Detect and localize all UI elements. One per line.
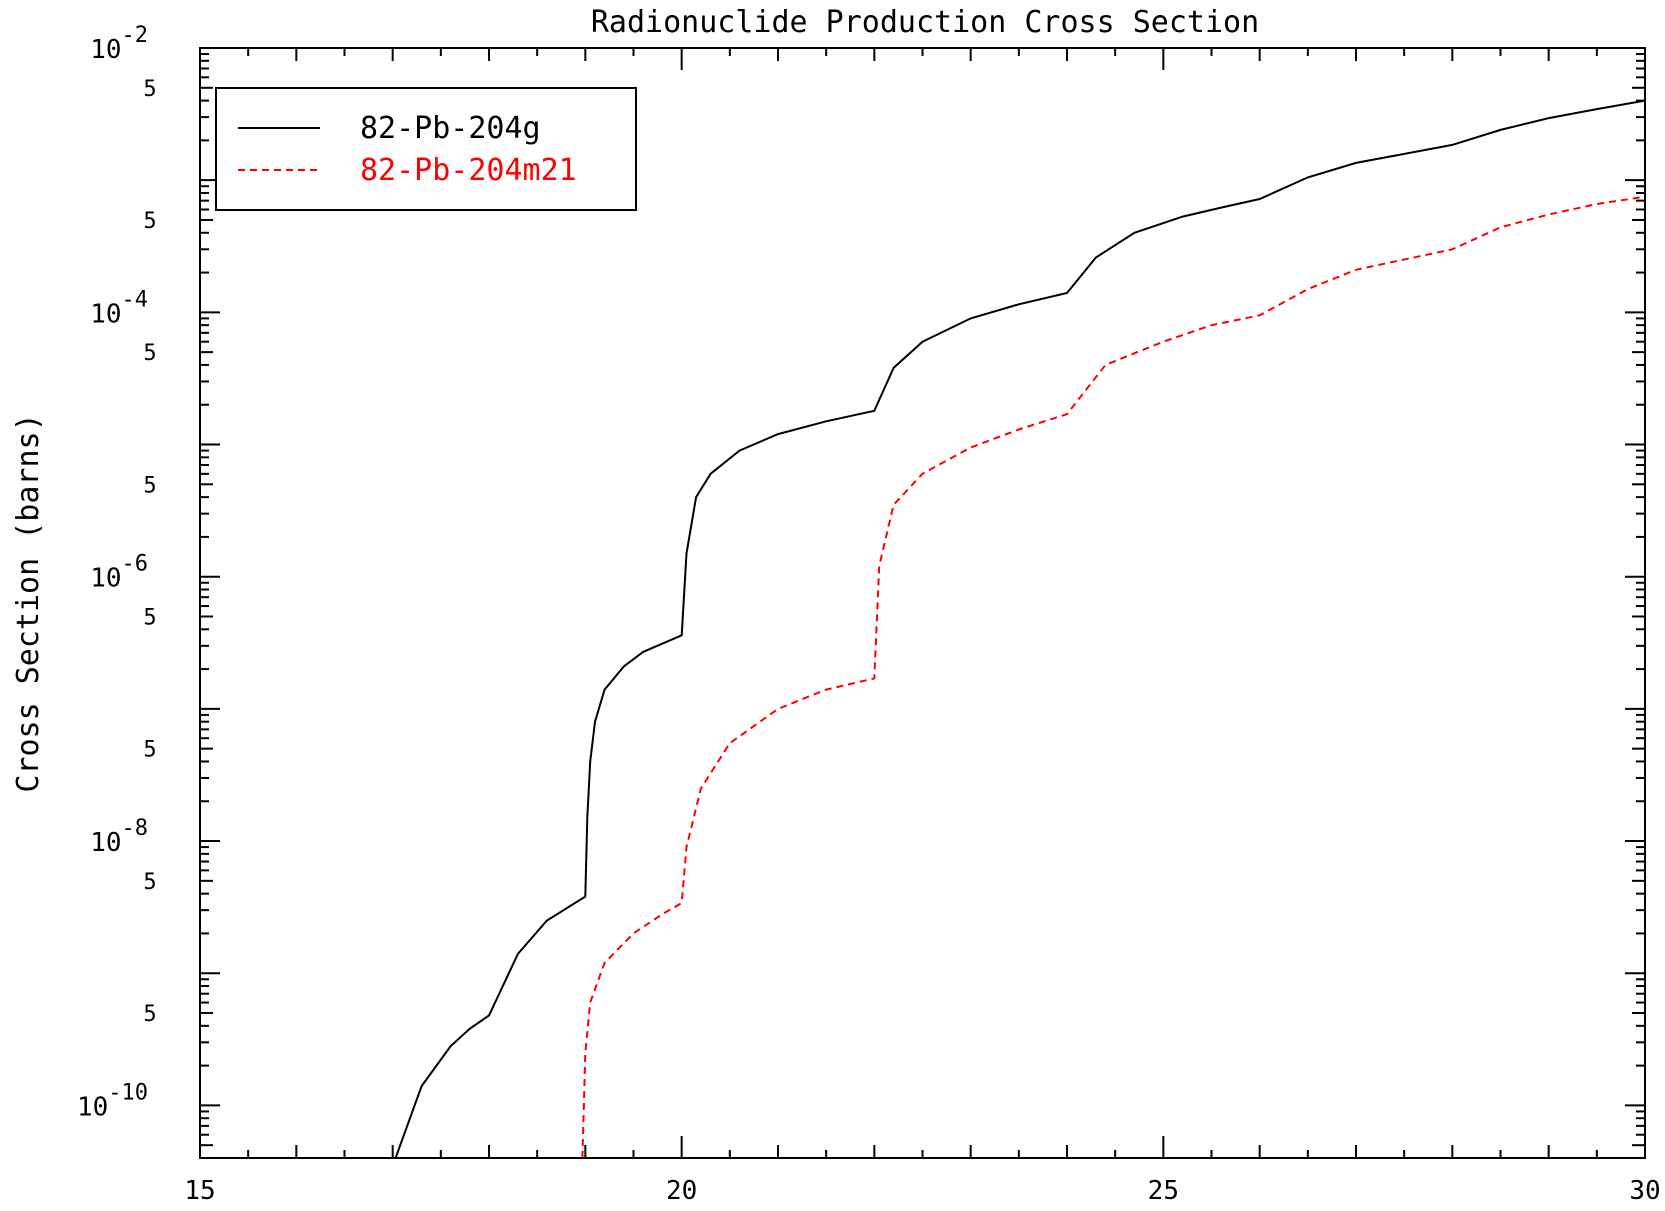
x-tick-label: 30	[1629, 1176, 1660, 1206]
y-minor-tick-label: 5	[143, 77, 156, 102]
y-tick-label: 10-2	[90, 23, 148, 65]
x-tick-label: 25	[1148, 1176, 1179, 1206]
y-tick-label: 10-8	[90, 816, 148, 858]
y-tick-label: 10-6	[90, 552, 148, 594]
y-minor-tick-label: 5	[143, 473, 156, 498]
x-tick-label: 15	[184, 1176, 215, 1206]
series-line-1	[394, 99, 1645, 1158]
y-minor-tick-label: 5	[143, 209, 156, 234]
plot-frame	[199, 47, 1646, 1159]
x-tick-label: 20	[666, 1176, 697, 1206]
y-minor-tick-label: 5	[143, 870, 156, 895]
y-minor-tick-label: 5	[143, 605, 156, 630]
series-line-2	[581, 195, 1645, 1158]
y-minor-tick-label: 5	[143, 1002, 156, 1027]
legend-label-1: 82-Pb-204g	[360, 111, 541, 146]
y-minor-tick-label: 5	[143, 341, 156, 366]
chart-title: Radionuclide Production Cross Section	[591, 5, 1259, 40]
plot-area	[394, 99, 1645, 1158]
y-axis-label: Cross Section (barns)	[11, 413, 46, 792]
legend-box	[215, 87, 637, 211]
legend-label-2: 82-Pb-204m21	[360, 153, 577, 188]
y-minor-tick-label: 5	[143, 738, 156, 763]
axes: 10-10 10-8 10-6 10-4 10-2 5 5 5 5 5 5 5 5 15 20 25 30	[77, 23, 1661, 1206]
y-tick-label: 10-10	[77, 1080, 148, 1122]
legend: 82-Pb-204g 82-Pb-204m21	[215, 87, 637, 211]
y-tick-label: 10-4	[90, 287, 148, 329]
